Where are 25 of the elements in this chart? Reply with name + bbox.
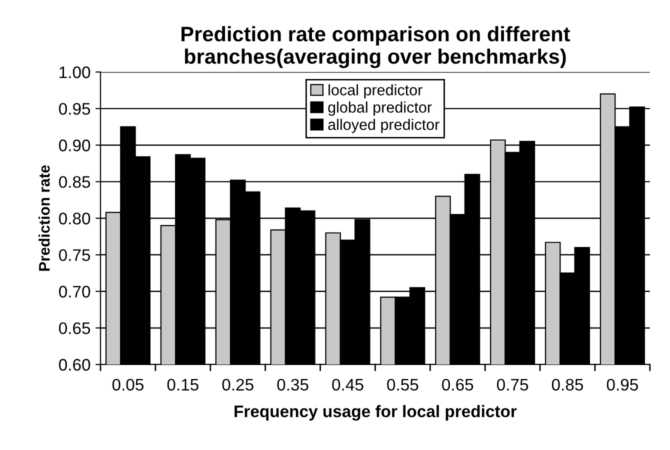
legend-label: alloyed predictor [328, 118, 440, 134]
x-tick-label: 0.25 [222, 378, 254, 391]
x-tick-label: 0.05 [112, 378, 144, 391]
x-axis-title: Frequency usage for local predictor [234, 405, 517, 421]
y-tick-label: 0.75 [58, 249, 90, 262]
x-tick-label: 0.55 [387, 378, 418, 391]
y-tick-label: 0.65 [58, 322, 90, 334]
y-tick-label: 0.70 [58, 286, 90, 298]
x-tick-label: 0.75 [496, 378, 528, 391]
y-tick-label: 0.90 [58, 140, 90, 152]
x-tick-label: 0.65 [442, 378, 474, 391]
x-tick-label: 0.95 [606, 378, 638, 391]
y-tick-label: 0.95 [58, 102, 90, 115]
y-tick-label: 0.80 [58, 212, 90, 224]
y-tick-label: 0.60 [58, 358, 90, 371]
y-axis-title: Prediction rate [38, 165, 50, 271]
legend-label: local predictor [328, 84, 422, 98]
x-tick-label: 0.35 [277, 378, 308, 391]
x-tick-label: 0.45 [332, 378, 364, 391]
x-tick-label: 0.15 [167, 378, 198, 391]
legend-label: global predictor [328, 102, 432, 116]
chart-title: Prediction rate comparison on different branches(averaging over benchmarks) [182, 26, 570, 68]
y-tick-label: 0.85 [58, 176, 90, 188]
x-tick-label: 0.85 [552, 378, 584, 391]
y-tick-label: 1.00 [60, 66, 90, 78]
